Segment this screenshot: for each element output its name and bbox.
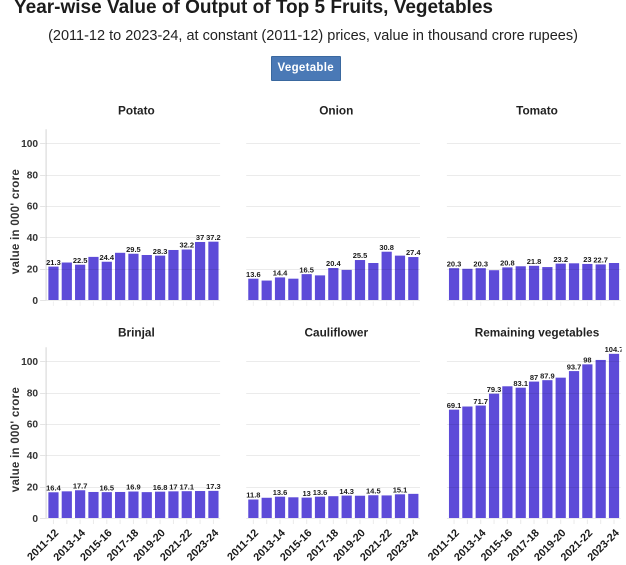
svg-text:23: 23	[583, 255, 591, 264]
svg-text:40: 40	[27, 451, 39, 462]
svg-text:Potato: Potato	[118, 104, 155, 118]
svg-text:27.4: 27.4	[406, 248, 421, 257]
svg-text:21.8: 21.8	[527, 257, 542, 266]
svg-text:14.4: 14.4	[273, 269, 288, 278]
svg-text:83.1: 83.1	[513, 379, 528, 388]
svg-text:17: 17	[169, 483, 177, 492]
svg-text:60: 60	[27, 202, 39, 213]
svg-text:98: 98	[583, 356, 591, 365]
svg-text:32.2: 32.2	[179, 241, 194, 250]
svg-text:Tomato: Tomato	[516, 104, 558, 118]
svg-text:80: 80	[27, 170, 39, 181]
svg-text:14.3: 14.3	[339, 487, 354, 496]
svg-text:20.8: 20.8	[500, 259, 515, 268]
svg-text:100: 100	[21, 139, 38, 150]
svg-text:93.7: 93.7	[567, 362, 582, 371]
svg-text:17.1: 17.1	[179, 482, 194, 491]
svg-text:40: 40	[27, 233, 39, 244]
svg-text:20.4: 20.4	[326, 259, 341, 268]
svg-text:37: 37	[196, 233, 204, 242]
svg-text:22.7: 22.7	[593, 256, 608, 265]
svg-text:37.2: 37.2	[206, 233, 221, 242]
svg-text:22.5: 22.5	[73, 256, 88, 265]
svg-text:104.7: 104.7	[605, 345, 624, 354]
svg-text:17.3: 17.3	[206, 482, 221, 491]
svg-text:15.1: 15.1	[393, 486, 408, 495]
svg-text:21.3: 21.3	[46, 258, 61, 267]
svg-text:value in 000' crore: value in 000' crore	[10, 387, 22, 492]
svg-text:16.8: 16.8	[153, 483, 168, 492]
svg-text:23.2: 23.2	[553, 255, 568, 264]
svg-text:13.6: 13.6	[273, 488, 288, 497]
svg-text:13.6: 13.6	[246, 270, 261, 279]
svg-text:13: 13	[303, 489, 311, 498]
svg-text:25.5: 25.5	[353, 251, 368, 260]
svg-text:value in 000' crore: value in 000' crore	[10, 169, 22, 274]
svg-text:80: 80	[27, 388, 39, 399]
svg-text:13.6: 13.6	[313, 488, 328, 497]
svg-text:29.5: 29.5	[126, 245, 141, 254]
svg-text:20.3: 20.3	[447, 259, 462, 268]
svg-text:20.3: 20.3	[473, 259, 488, 268]
svg-text:20: 20	[27, 482, 39, 493]
svg-text:100: 100	[21, 357, 38, 368]
svg-text:Brinjal: Brinjal	[118, 326, 155, 340]
svg-text:71.7: 71.7	[473, 397, 488, 406]
svg-text:17.7: 17.7	[73, 481, 88, 490]
svg-text:20: 20	[27, 264, 39, 275]
svg-text:24.4: 24.4	[99, 253, 114, 262]
svg-text:28.3: 28.3	[153, 247, 168, 256]
svg-text:60: 60	[27, 420, 39, 431]
svg-text:30.8: 30.8	[379, 243, 394, 252]
svg-text:0: 0	[32, 296, 38, 307]
svg-text:Onion: Onion	[319, 104, 353, 118]
svg-text:0: 0	[32, 514, 38, 525]
svg-text:16.5: 16.5	[99, 483, 114, 492]
svg-text:14.5: 14.5	[366, 486, 381, 495]
svg-text:Remaining vegetables: Remaining vegetables	[475, 326, 600, 340]
svg-text:69.1: 69.1	[447, 401, 462, 410]
svg-text:16.9: 16.9	[126, 483, 141, 492]
svg-text:Cauliflower: Cauliflower	[305, 326, 369, 340]
svg-text:87: 87	[530, 373, 538, 382]
svg-text:16.4: 16.4	[46, 483, 61, 492]
svg-text:11.8: 11.8	[246, 491, 260, 500]
svg-text:79.3: 79.3	[487, 385, 502, 394]
svg-text:87.9: 87.9	[540, 371, 555, 380]
svg-text:16.5: 16.5	[299, 265, 314, 274]
